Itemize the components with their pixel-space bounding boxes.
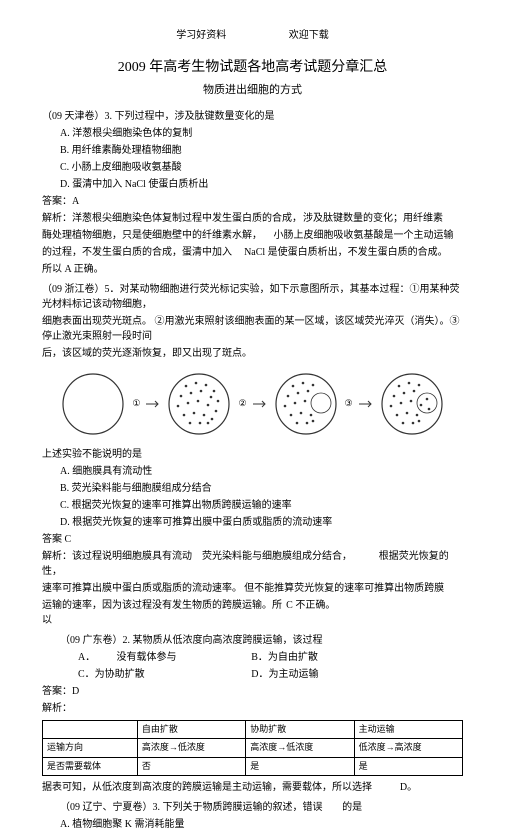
q3-opt-a-text: 没有载体参与 [117, 650, 252, 665]
table-row-carrier: 是否需要载体 否 是 是 [43, 757, 463, 776]
arrow-1-label: ① [132, 397, 140, 411]
th-active: 主动运输 [354, 720, 462, 739]
arrow-3-label: ③ [345, 397, 353, 411]
q2-answer: 答案 C [42, 532, 463, 547]
q1-stem: （09 天津卷）3. 下列过程中，涉及肽键数量变化的是 [42, 109, 463, 124]
q1-explain-2b: 小肠上皮细胞吸收氨基酸是一个主动运输 [274, 228, 454, 243]
q4-stem: （09 辽宁、宁夏卷）3. 下列关于物质跨膜运输的叙述，错误 的是 [42, 800, 463, 815]
r1c1: 运输方向 [43, 739, 138, 758]
q1-explain-1b: 涉及肽键数量的变化；用纤维素 [303, 211, 443, 226]
arrow-3-icon [359, 400, 373, 408]
q4-opt-a: A. 植物细胞聚 K 需消耗能量 [42, 817, 463, 832]
th-blank [43, 720, 138, 739]
q2-opt-a: A. 细胞膜具有流动性 [42, 464, 463, 479]
title-sub: 物质进出细胞的方式 [42, 82, 463, 99]
q3-post-b: D。 [400, 780, 417, 795]
arrow-2-label: ② [238, 397, 246, 411]
q2-explain-3a: 运输的速率，因为该过程没有发生物质的跨膜运输。所以 [42, 598, 286, 628]
q2-stem-1: （09 浙江卷）5．对某动物细胞进行荧光标记实验，如下示意图所示，其基本过程：①… [42, 282, 463, 312]
q3-explain-label: 解析： [42, 701, 463, 716]
q3-stem: （09 广东卷）2. 某物质从低浓度向高浓度跨膜运输，该过程 [42, 633, 463, 648]
q1-explain-3b: NaCl 是使蛋白质析出，不发生蛋白质的合成。 [244, 245, 448, 260]
th-assist: 协助扩散 [246, 720, 354, 739]
cell-circle-2 [166, 371, 232, 437]
q2-post: 上述实验不能说明的是 [42, 447, 463, 462]
cell-diagram: ① ② ③ [42, 371, 463, 437]
q2-explain-1b: 荧光染料能与细胞膜组成分结合， [202, 549, 379, 579]
header-left: 学习好资料 [176, 30, 226, 41]
q3-opt-b: B．为自由扩散 [251, 650, 318, 665]
q1-explain-2a: 酶处理植物细胞，只是使细胞壁中的纤维素水解， [42, 228, 274, 243]
q2-explain-3: 运输的速率，因为该过程没有发生物质的跨膜运输。所以 C 不正确。 [42, 598, 463, 628]
th-free: 自由扩散 [137, 720, 245, 739]
q2-explain-2b: 但不能推算荧光恢复的速率可推算出物质跨膜 [244, 581, 444, 596]
r2c4: 是 [354, 757, 462, 776]
q1-opt-c: C. 小肠上皮细胞吸收氨基酸 [42, 160, 463, 175]
q3-row-ab: A． 没有载体参与 B．为自由扩散 [42, 650, 463, 665]
q3-post: 据表可知，从低浓度到高浓度的跨膜运输是主动运输，需要载体，所以选择 D。 [42, 780, 463, 795]
q3-opt-c: C．为协助扩散 [78, 667, 251, 682]
table-row-direction: 运输方向 高浓度→低浓度 高浓度→低浓度 低浓度→高浓度 [43, 739, 463, 758]
r2c1: 是否需要载体 [43, 757, 138, 776]
q2-explain-2: 速率可推算出膜中蛋白质或脂质的流动速率。 但不能推算荧光恢复的速率可推算出物质跨… [42, 581, 463, 596]
q3-opt-d: D．为主动运输 [251, 667, 318, 682]
q2-opt-c: C. 根据荧光恢复的速率可推算出物质跨膜运输的速率 [42, 498, 463, 513]
cell-circle-4 [379, 371, 445, 437]
r2c3: 是 [246, 757, 354, 776]
q1-opt-a: A. 洋葱根尖细胞染色体的复制 [42, 126, 463, 141]
q4-stem-2: 的是 [342, 800, 362, 815]
q1-explain-3a: 的过程，不发生蛋白质的合成，蛋清中加入 [42, 245, 244, 260]
q2-stem-2: 细胞表面出现荧光斑点。 ②用激光束照射该细胞表面的某一区域，该区域荧光淬灭（消失… [42, 314, 463, 344]
q2-opt-d: D. 根据荧光恢复的速率可推算出膜中蛋白质或脂质的流动速率 [42, 515, 463, 530]
title-main: 2009 年高考生物试题各地高考试题分章汇总 [42, 57, 463, 78]
q1-explain-4: 所以 A 正确。 [42, 262, 463, 277]
q1-explain-1a: 解析：洋葱根尖细胞染色体复制过程中发生蛋白质的合成， [42, 211, 303, 226]
cell-circle-3 [273, 371, 339, 437]
q1-explain-3: 的过程，不发生蛋白质的合成，蛋清中加入 NaCl 是使蛋白质析出，不发生蛋白质的… [42, 245, 463, 260]
q1-explain-2: 酶处理植物细胞，只是使细胞壁中的纤维素水解， 小肠上皮细胞吸收氨基酸是一个主动运… [42, 228, 463, 243]
r1c3: 高浓度→低浓度 [246, 739, 354, 758]
page-header: 学习好资料 欢迎下载 [42, 28, 463, 43]
table-row-header: 自由扩散 协助扩散 主动运输 [43, 720, 463, 739]
q3-opt-a-label: A． [78, 650, 117, 665]
q1-opt-d: D. 蛋清中加入 NaCl 使蛋白质析出 [42, 177, 463, 192]
header-right: 欢迎下载 [289, 30, 329, 41]
r2c2: 否 [137, 757, 245, 776]
cell-circle-1 [60, 371, 126, 437]
q2-explain-1c: 根据荧光恢复的 [379, 549, 449, 579]
r1c4: 低浓度→高浓度 [354, 739, 462, 758]
q2-explain-2a: 速率可推算出膜中蛋白质或脂质的流动速率。 [42, 581, 244, 596]
q2-stem-3: 后，该区域的荧光逐渐恢复，即又出现了斑点。 [42, 346, 463, 361]
q3-post-a: 据表可知，从低浓度到高浓度的跨膜运输是主动运输，需要载体，所以选择 [42, 780, 400, 795]
q2-explain-3b: C 不正确。 [286, 598, 335, 628]
arrow-1-icon [146, 400, 160, 408]
r1c2: 高浓度→低浓度 [137, 739, 245, 758]
q3-row-cd: C．为协助扩散 D．为主动运输 [42, 667, 463, 682]
arrow-2-icon [253, 400, 267, 408]
q2-explain-1a: 解析：该过程说明细胞膜具有流动性， [42, 549, 202, 579]
q2-explain-1: 解析：该过程说明细胞膜具有流动性， 荧光染料能与细胞膜组成分结合， 根据荧光恢复… [42, 549, 463, 579]
q2-opt-b: B. 荧光染料能与细胞膜组成分结合 [42, 481, 463, 496]
q1-answer: 答案：A [42, 194, 463, 209]
transport-table: 自由扩散 协助扩散 主动运输 运输方向 高浓度→低浓度 高浓度→低浓度 低浓度→… [42, 720, 463, 777]
q1-opt-b: B. 用纤维素酶处理植物细胞 [42, 143, 463, 158]
q3-answer: 答案：D [42, 684, 463, 699]
q4-stem-1: （09 辽宁、宁夏卷）3. 下列关于物质跨膜运输的叙述，错误 [60, 800, 342, 815]
q1-explain-1: 解析：洋葱根尖细胞染色体复制过程中发生蛋白质的合成， 涉及肽键数量的变化；用纤维… [42, 211, 463, 226]
